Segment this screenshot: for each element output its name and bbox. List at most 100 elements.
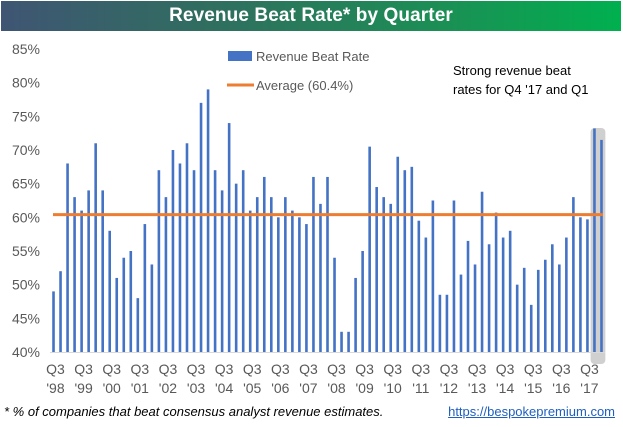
bar: [487, 244, 491, 352]
bar: [543, 259, 547, 352]
bar: [319, 203, 322, 352]
x-tick-label-quarter: Q3: [524, 361, 543, 377]
x-tick-label-quarter: Q3: [580, 361, 599, 377]
x-tick-label-quarter: Q3: [46, 361, 65, 377]
bar: [466, 240, 470, 352]
bar: [558, 264, 561, 352]
x-tick-label-year: '13: [468, 380, 486, 396]
y-axis: 40% 45% 50% 55% 60% 65% 70% 75% 80% 85%: [12, 41, 40, 360]
bar: [586, 219, 589, 352]
bar: [199, 102, 203, 352]
x-tick-label-quarter: Q3: [102, 361, 121, 377]
x-tick-label-year: '12: [440, 380, 458, 396]
x-tick-label-year: '08: [327, 380, 345, 396]
annotation-line-2: rates for Q4 '17 and Q1: [453, 82, 588, 97]
y-tick-label: 50%: [12, 277, 40, 293]
bar: [459, 274, 463, 352]
source-link[interactable]: https://bespokepremium.com: [448, 404, 615, 419]
x-tick-label-year: '14: [496, 380, 514, 396]
y-tick-label: 70%: [12, 142, 40, 158]
bar: [424, 237, 428, 352]
bar: [248, 210, 252, 352]
bar: [312, 176, 315, 352]
legend-swatch-revenue-beat-rate: [228, 51, 252, 61]
y-tick-label: 60%: [12, 209, 40, 225]
bar: [445, 294, 449, 352]
x-tick-label-quarter: Q3: [496, 361, 515, 377]
bar: [157, 170, 161, 352]
x-tick-label-quarter: Q3: [355, 361, 374, 377]
bar: [600, 139, 603, 352]
x-tick-label-quarter: Q3: [130, 361, 149, 377]
bar: [354, 277, 357, 352]
bar: [150, 264, 154, 352]
bar: [291, 210, 294, 352]
x-tick-label-quarter: Q3: [159, 361, 178, 377]
chart-title: Revenue Beat Rate* by Quarter: [169, 5, 453, 26]
bar: [452, 200, 456, 352]
bar: [59, 271, 62, 352]
bar: [87, 190, 90, 352]
x-tick-label-quarter: Q3: [299, 361, 318, 377]
bar: [192, 170, 196, 352]
bar: [368, 146, 371, 352]
highlight-layer: [590, 128, 606, 364]
bar: [340, 331, 343, 352]
bar: [143, 224, 147, 352]
bar: [108, 230, 112, 352]
bar: [593, 128, 596, 352]
bar: [220, 190, 224, 352]
y-tick-label: 45%: [12, 310, 40, 326]
bar: [529, 304, 533, 352]
annotation: Strong revenue beat rates for Q4 '17 and…: [453, 63, 588, 97]
x-tick-label-quarter: Q3: [271, 361, 290, 377]
bar: [305, 224, 308, 352]
y-tick-label: 75%: [12, 108, 40, 124]
highlight-box: [590, 128, 606, 364]
bar: [347, 331, 350, 352]
bar: [410, 166, 414, 352]
bars: [52, 89, 603, 353]
bar: [101, 190, 104, 352]
bar: [66, 163, 69, 352]
y-tick-label: 65%: [12, 176, 40, 192]
footnote: * % of companies that beat consensus ana…: [4, 404, 384, 419]
bar: [298, 217, 301, 352]
x-axis: Q3 '98 Q3 '99 Q3 '00 Q3 '01 Q3 '02 Q3 '03 Q3 '04 Q3 '05…: [46, 361, 599, 396]
bar: [572, 197, 575, 352]
x-tick-label-year: '07: [299, 380, 317, 396]
x-tick-label-year: '15: [524, 380, 542, 396]
bar: [284, 197, 287, 352]
bar: [389, 203, 393, 352]
bar: [480, 191, 484, 352]
x-tick-label-quarter: Q3: [440, 361, 459, 377]
x-tick-label-quarter: Q3: [411, 361, 430, 377]
legend-label-average: Average (60.4%): [256, 78, 353, 93]
y-tick-label: 80%: [12, 75, 40, 91]
bar: [185, 143, 189, 352]
x-tick-label-quarter: Q3: [187, 361, 206, 377]
bar: [551, 244, 554, 352]
x-tick-label-year: '04: [215, 380, 233, 396]
x-tick-label-quarter: Q3: [383, 361, 402, 377]
x-tick-label-quarter: Q3: [468, 361, 487, 377]
x-tick-label-year: '98: [46, 380, 64, 396]
x-tick-label-quarter: Q3: [215, 361, 234, 377]
bar: [241, 170, 245, 352]
bar: [326, 176, 329, 352]
x-tick-label-year: '05: [243, 380, 261, 396]
bar: [522, 267, 526, 352]
bar: [579, 217, 582, 352]
x-tick-label-year: '11: [412, 380, 429, 396]
bar: [129, 251, 133, 352]
x-tick-label-year: '00: [103, 380, 121, 396]
bar: [431, 200, 435, 352]
bar: [438, 294, 442, 352]
bar: [94, 143, 97, 352]
x-tick-label-year: '02: [159, 380, 177, 396]
bar: [206, 89, 210, 353]
x-tick-label-quarter: Q3: [243, 361, 262, 377]
y-tick-label: 85%: [12, 41, 40, 57]
bar: [403, 170, 407, 352]
bar: [361, 251, 364, 352]
